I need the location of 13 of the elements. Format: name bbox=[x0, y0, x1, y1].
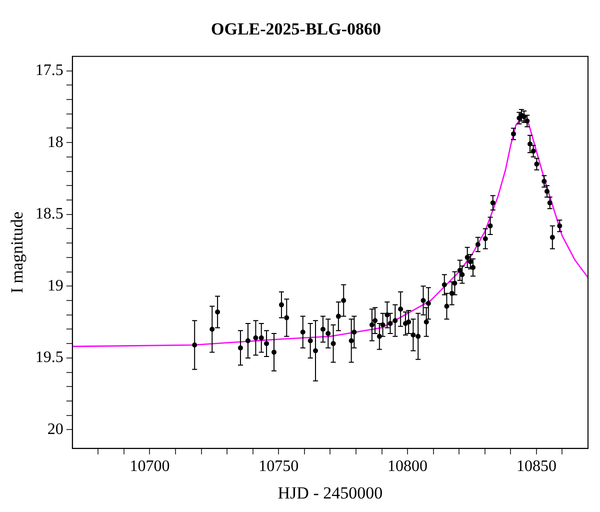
x-tick-label: 10700 bbox=[130, 458, 170, 476]
x-tick-label: 10850 bbox=[516, 458, 556, 476]
y-tick-label: 19 bbox=[47, 277, 64, 294]
x-tick-label: 10800 bbox=[388, 458, 428, 476]
x-axis-title: HJD - 2450000 bbox=[278, 483, 383, 502]
x-tick-label: 10750 bbox=[258, 458, 299, 476]
y-tick-label: 20 bbox=[47, 420, 64, 438]
y-tick-label: 17.5 bbox=[35, 62, 64, 79]
y-axis-title: I magnitude bbox=[8, 212, 27, 294]
chart-title: OGLE-2025-BLG-0860 bbox=[210, 20, 382, 39]
y-tick-label: 18.5 bbox=[35, 206, 64, 223]
y-tick-label: 19.5 bbox=[35, 349, 64, 366]
y-tick-label: 18 bbox=[47, 134, 64, 151]
